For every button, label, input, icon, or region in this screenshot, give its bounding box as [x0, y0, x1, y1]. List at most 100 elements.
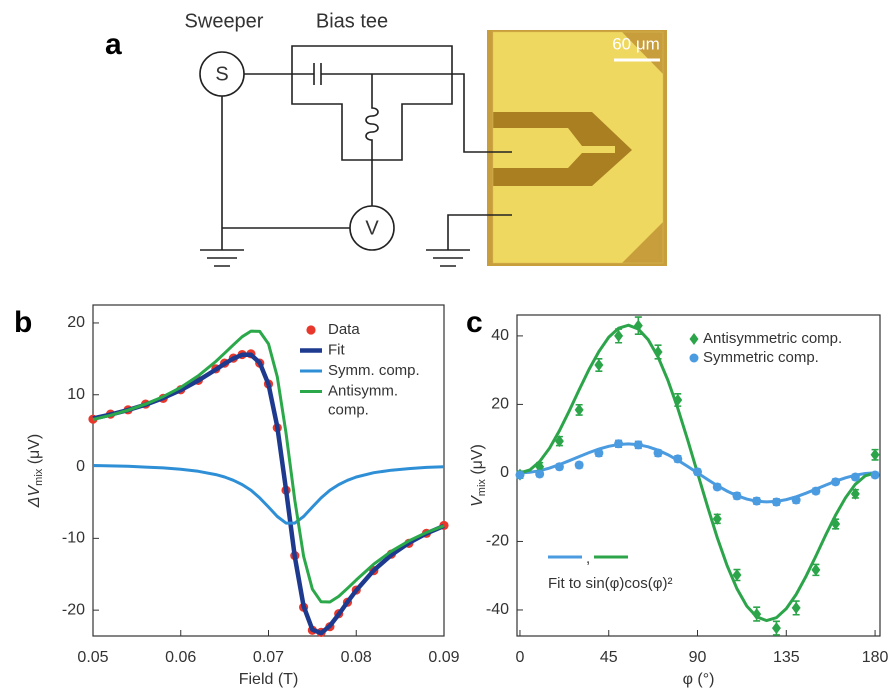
annotation-separator: ,	[586, 550, 590, 567]
y-label-unit: (μV)	[26, 434, 43, 469]
y-tick-label: 20	[491, 396, 509, 413]
chart-panel: b 0.05 0.06 0.07 0.08 0.09 -20 -10 0 10 20 Field (T…	[14, 304, 460, 688]
data-point	[850, 472, 860, 482]
data-point	[554, 462, 564, 472]
sweeper-label: Sweeper	[185, 10, 264, 32]
data-point	[515, 470, 525, 480]
y-tick-label: 40	[491, 327, 509, 344]
panel-label: a	[105, 28, 122, 61]
legend-label: Fit	[328, 341, 345, 358]
y-axis-label: Vmix (μV)	[469, 444, 488, 507]
y-label-main: ΔV	[26, 485, 43, 509]
y-tick-label: 10	[67, 386, 85, 403]
legend-swatch	[306, 325, 316, 335]
x-tick-label: 0.05	[77, 649, 108, 666]
data-point	[752, 608, 762, 621]
data-point	[594, 359, 604, 372]
x-tick-label: 45	[600, 649, 618, 666]
x-tick-label: 180	[862, 649, 889, 666]
data-point	[653, 345, 663, 358]
y-tick-label: -40	[486, 601, 509, 618]
y-label-sub: mix	[476, 479, 488, 497]
data-point	[693, 467, 703, 477]
ground-wire	[221, 96, 350, 250]
data-point	[732, 491, 742, 501]
x-tick-label: 135	[773, 649, 800, 666]
data-point	[870, 470, 880, 480]
data-point	[633, 440, 643, 450]
y-tick-label: 0	[76, 458, 85, 475]
chart-panel: c 0 45 90 135 180 -40 -20 0 20 40 φ (°) Vmix (μV) Ant…	[466, 306, 889, 688]
x-axis-label: Field (T)	[239, 671, 299, 688]
x-tick-label: 0.06	[165, 649, 196, 666]
ground-symbol	[200, 249, 244, 267]
series-line	[92, 352, 445, 636]
legend-line: comp.	[328, 401, 369, 418]
y-tick-label: -20	[486, 533, 509, 550]
y-axis-label: ΔVmix (μV)	[26, 434, 45, 509]
legend-swatch	[689, 353, 699, 363]
annotation: Fit to sin(φ)cos(φ)²	[548, 575, 672, 592]
data-point	[850, 487, 860, 500]
legend-label: Symmetric comp.	[703, 349, 819, 366]
meter-circle	[349, 205, 395, 251]
y-label-sub: mix	[33, 468, 45, 486]
legend-line: Antisymm.	[328, 382, 398, 399]
y-tick-label: 0	[500, 464, 509, 481]
data-point	[712, 482, 722, 492]
data-point	[574, 460, 584, 470]
data-point	[574, 403, 584, 416]
y-label-unit: (μV)	[469, 444, 486, 479]
series-line	[92, 464, 445, 525]
data-point	[614, 329, 624, 342]
series-line	[92, 329, 445, 604]
data-point	[673, 393, 683, 406]
legend-label: Data	[328, 321, 360, 338]
meter-symbol: V	[365, 217, 379, 239]
x-tick-label: 90	[689, 649, 707, 666]
scale-bar-label: 60 μm	[612, 34, 660, 53]
legend-label: Antisymmetric comp.	[703, 330, 842, 347]
data-point	[614, 439, 624, 449]
data-point	[535, 460, 545, 473]
source-circle	[199, 51, 245, 97]
ground-symbol	[426, 214, 512, 267]
data-point	[811, 486, 821, 496]
source-symbol: S	[215, 63, 228, 85]
legend-label: Symm. comp.	[328, 362, 420, 379]
data-point	[712, 512, 722, 525]
micrograph: 60 μm	[487, 30, 667, 266]
bias-tee-box	[291, 45, 453, 161]
data-point	[831, 477, 841, 487]
y-tick-label: -20	[62, 601, 85, 618]
legend-swatch	[689, 333, 699, 345]
data-point	[870, 448, 880, 461]
inductor	[365, 74, 379, 206]
data-point	[752, 496, 762, 506]
capacitor	[313, 63, 322, 85]
data-point	[653, 448, 663, 458]
data-point	[554, 435, 564, 448]
y-tick-label: 20	[67, 314, 85, 331]
data-point	[771, 622, 781, 635]
signal-wire	[244, 73, 512, 153]
data-point	[535, 469, 545, 479]
y-tick-label: -10	[62, 530, 85, 547]
data-point	[791, 495, 801, 505]
bias-tee-label: Bias tee	[316, 10, 388, 32]
data-point	[791, 601, 801, 614]
data-point	[633, 319, 643, 332]
data-point	[732, 569, 742, 582]
x-tick-label: 0.09	[428, 649, 459, 666]
data-point	[673, 454, 683, 464]
panel-label: c	[466, 306, 483, 339]
legend-label: Antisymm. comp.	[328, 382, 398, 418]
data-point	[771, 497, 781, 507]
x-tick-label: 0	[516, 649, 525, 666]
x-tick-label: 0.07	[253, 649, 284, 666]
data-point	[594, 448, 604, 458]
circuit-diagram: a Sweeper Bias tee 60 μm S V	[105, 10, 667, 267]
panel-label: b	[14, 306, 32, 339]
data-point	[811, 563, 821, 576]
